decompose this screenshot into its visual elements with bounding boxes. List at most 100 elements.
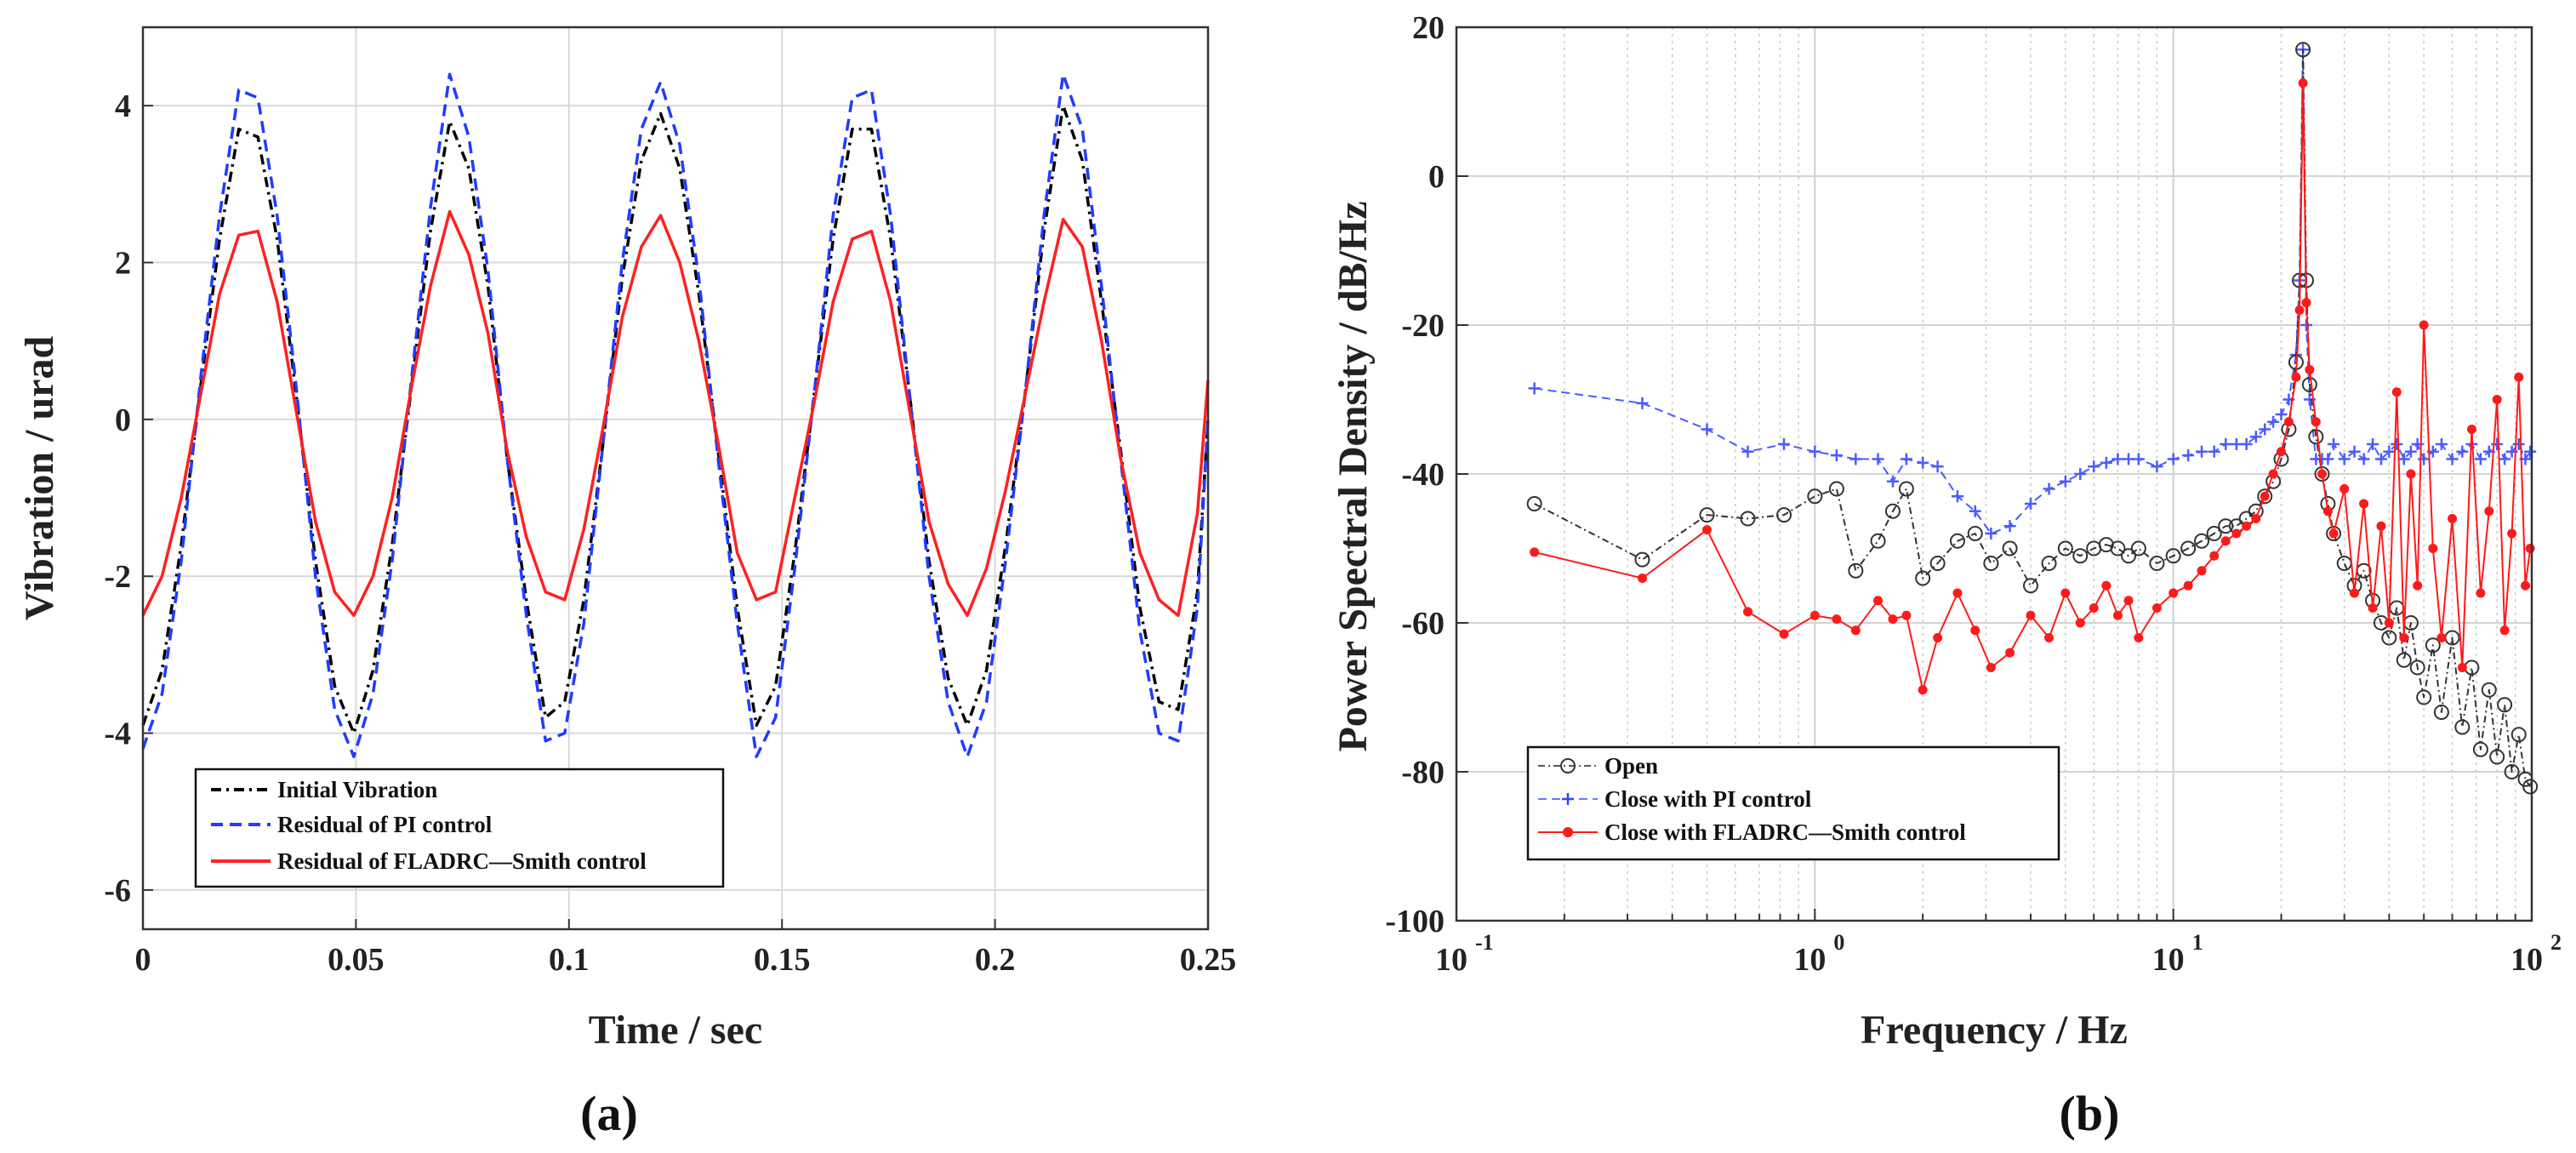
marker-close-fladrc xyxy=(2123,596,2134,606)
marker-open xyxy=(2130,540,2146,557)
marker-open xyxy=(2110,540,2126,557)
marker-close-pi xyxy=(2182,449,2195,462)
marker-close-pi xyxy=(1952,490,1963,503)
marker-close-fladrc xyxy=(1637,574,1647,583)
axes-frame-a xyxy=(141,26,1210,931)
marker-close-fladrc xyxy=(2436,633,2447,642)
y-tick-label: 0 xyxy=(1428,159,1445,195)
marker-close-fladrc xyxy=(1918,685,1928,695)
marker-close-pi xyxy=(2230,438,2243,450)
marker-close-fladrc xyxy=(1701,525,1712,535)
marker-close-pi xyxy=(2383,445,2396,458)
marker-close-fladrc xyxy=(1970,625,1980,636)
marker-close-fladrc xyxy=(2169,588,2179,598)
x-tick-label: 0.15 xyxy=(754,942,811,978)
marker-close-pi xyxy=(2474,453,2487,465)
y-tick-label: 0 xyxy=(115,402,131,438)
legend-marker-close-pi xyxy=(1562,793,1574,805)
marker-close-fladrc xyxy=(2376,521,2386,531)
marker-close-pi xyxy=(1528,382,1541,395)
y-tick-label: -20 xyxy=(1401,308,1445,344)
marker-open xyxy=(1807,488,1823,505)
marker-close-fladrc xyxy=(1901,610,1912,620)
marker-close-fladrc xyxy=(2368,603,2378,613)
marker-close-pi xyxy=(1900,453,1912,465)
marker-close-pi xyxy=(1701,423,1713,436)
legend-a: Initial Vibration Residual of PI control… xyxy=(194,768,725,888)
marker-close-pi xyxy=(2357,453,2370,465)
marker-close-fladrc xyxy=(1779,629,1789,639)
marker-close-fladrc xyxy=(1873,596,1884,606)
series-line-open xyxy=(1534,49,2532,788)
marker-open xyxy=(2510,727,2527,743)
marker-close-fladrc xyxy=(2484,506,2494,517)
marker-open xyxy=(2308,429,2324,445)
marker-open xyxy=(2121,548,2137,564)
marker-open xyxy=(1634,551,1650,568)
marker-open xyxy=(2194,533,2210,549)
series-close-pi xyxy=(1528,43,2537,539)
marker-open xyxy=(2522,779,2539,795)
marker-close-fladrc xyxy=(2060,588,2071,598)
marker-close-fladrc xyxy=(2301,298,2311,308)
marker-open xyxy=(2165,548,2181,564)
marker-open xyxy=(2504,764,2520,779)
marker-close-pi xyxy=(2196,445,2208,458)
x-tick-exponent: 0 xyxy=(1833,930,1844,955)
marker-close-fladrc xyxy=(2209,551,2220,561)
marker-close-fladrc xyxy=(1809,610,1820,620)
marker-close-pi xyxy=(2112,453,2124,465)
marker-close-fladrc xyxy=(2328,528,2339,539)
marker-close-pi xyxy=(1830,449,1843,462)
grid-a xyxy=(142,27,1209,929)
marker-close-fladrc xyxy=(2220,536,2231,546)
marker-close-fladrc xyxy=(2413,580,2423,591)
x-tick-exponent: 1 xyxy=(2192,930,2203,955)
marker-close-pi xyxy=(2074,468,2087,480)
x-tick-label: 0.1 xyxy=(549,942,590,978)
marker-close-fladrc xyxy=(2317,469,2328,479)
marker-close-pi xyxy=(1985,528,1998,539)
marker-close-fladrc xyxy=(2277,447,2287,457)
marker-open xyxy=(1915,570,1931,586)
x-tick-exponent: -1 xyxy=(1475,930,1494,955)
x-tick-label: 0.2 xyxy=(975,942,1016,978)
marker-close-fladrc xyxy=(2359,499,2369,509)
marker-close-fladrc xyxy=(2521,580,2531,591)
marker-close-fladrc xyxy=(2305,365,2315,374)
marker-open xyxy=(1983,556,1999,571)
marker-close-fladrc xyxy=(2525,544,2535,553)
y-tick-label: 2 xyxy=(115,246,131,282)
marker-close-fladrc xyxy=(2283,417,2294,427)
marker-open xyxy=(2454,719,2471,735)
marker-open xyxy=(2041,556,2057,571)
marker-close-pi xyxy=(2151,460,2163,473)
marker-close-pi xyxy=(2328,438,2340,450)
marker-open xyxy=(2206,526,2222,541)
y-tick-label: -80 xyxy=(1401,755,1445,791)
legend-label-close-pi: Close with PI control xyxy=(1604,786,1812,812)
marker-close-fladrc xyxy=(2399,633,2409,642)
marker-close-fladrc xyxy=(2075,618,2085,628)
x-ticks-a: 0 0.05 0.1 0.15 0.2 0.25 xyxy=(135,919,1237,978)
marker-close-pi xyxy=(2259,423,2271,436)
marker-open xyxy=(2489,749,2505,765)
marker-open xyxy=(2409,659,2425,676)
marker-open xyxy=(2295,42,2311,58)
legend-label-fladrc: Residual of FLADRC—Smith control xyxy=(277,848,647,874)
marker-open xyxy=(1699,507,1715,523)
marker-close-fladrc xyxy=(2089,603,2099,613)
x-tick-label: 0.25 xyxy=(1180,942,1237,978)
marker-close-fladrc xyxy=(2298,78,2308,88)
series-line-pi-residual xyxy=(141,72,1210,758)
y-axis-label-a: Vibration / urad xyxy=(17,336,62,621)
legend-box-a xyxy=(194,768,725,888)
marker-open xyxy=(2218,518,2234,534)
marker-close-fladrc xyxy=(2466,425,2476,434)
y-tick-label: -100 xyxy=(1385,904,1445,939)
marker-close-fladrc xyxy=(2499,625,2510,636)
marker-open xyxy=(2149,556,2165,571)
marker-close-fladrc xyxy=(2134,633,2144,642)
marker-close-fladrc xyxy=(2419,320,2429,330)
marker-close-pi xyxy=(1917,456,1929,469)
